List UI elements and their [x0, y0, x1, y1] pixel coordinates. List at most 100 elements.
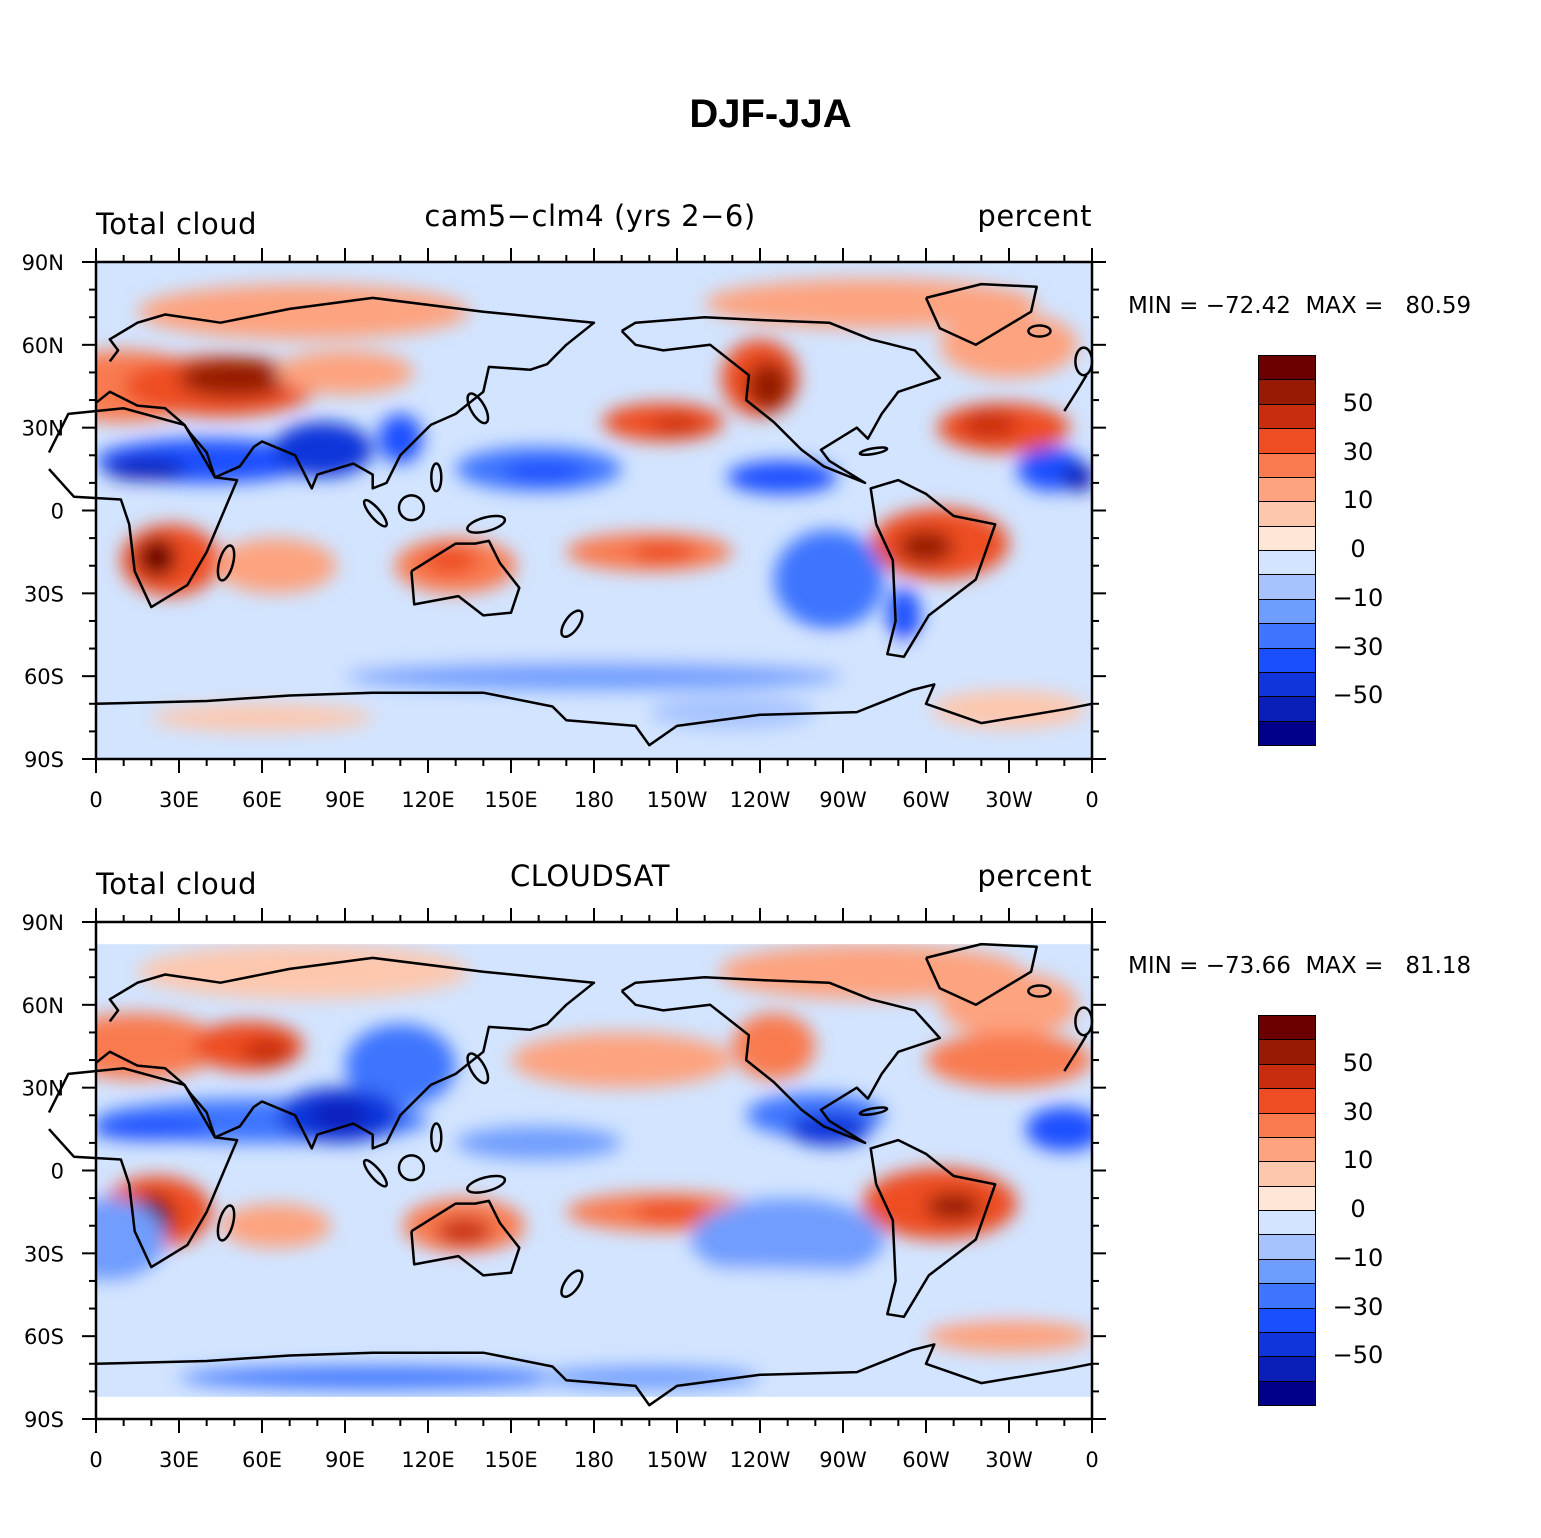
- cloud-anomaly-region: [422, 546, 478, 575]
- cloud-anomaly-region: [378, 413, 423, 464]
- lon-tick-label: 150E: [484, 1448, 537, 1472]
- japan-coastline: [466, 392, 490, 425]
- colorbar-label: −10: [1332, 583, 1384, 612]
- lon-tick-label: 180: [574, 788, 614, 812]
- borneo-coastline: [397, 1154, 426, 1182]
- colorbar-segment: [1258, 1307, 1316, 1333]
- colorbar-label: −50: [1332, 1341, 1384, 1370]
- colorbar-segment: [1258, 696, 1316, 722]
- colorbar-segment: [1258, 671, 1316, 698]
- africa-coastline: [47, 1067, 239, 1269]
- colorbar-segment: [1258, 1283, 1316, 1309]
- cloud-anomaly-region: [746, 361, 791, 412]
- cloud-anomaly-region: [96, 1198, 166, 1281]
- australia-coastline: [410, 539, 521, 617]
- colorbar-label: −30: [1332, 1292, 1384, 1321]
- cloud-field: [96, 944, 1092, 1397]
- colorbar-segment: [1258, 598, 1316, 625]
- lon-tick-label: 60W: [902, 788, 950, 812]
- map-panel-observation: Total cloud CLOUDSAT percent MIN = −73.6…: [0, 855, 1541, 1515]
- panel-dataset-label: cam5−clm4 (yrs 2−6): [424, 199, 756, 233]
- contour-map: 0 30E 60E 90E 120E 150E 180 150W 120W 90W 60W 30W 0 9…: [22, 248, 1106, 812]
- new-guinea-coastline: [466, 514, 507, 534]
- cuba-coastline: [858, 1106, 889, 1117]
- lon-tick-label: 120E: [401, 1448, 454, 1472]
- colorbar-segment: [1258, 1331, 1316, 1358]
- colorbar-segment: [1258, 1234, 1316, 1260]
- panel-dataset-label: CLOUDSAT: [509, 859, 670, 893]
- lat-tick-label: 60S: [24, 665, 64, 689]
- colorbar-segment: [1258, 1258, 1316, 1285]
- colorbar-segment: [1258, 525, 1316, 551]
- lon-tick-label: 150W: [647, 1448, 708, 1472]
- antarctica-coastline: [95, 1343, 1093, 1407]
- cloud-anomaly-region: [898, 529, 954, 563]
- colorbar: [1258, 355, 1316, 746]
- colorbar-label: −50: [1332, 681, 1384, 710]
- eurasia-coastline: [95, 296, 596, 490]
- cloud-anomaly-region: [1061, 463, 1092, 492]
- colorbar-segment: [1258, 501, 1316, 527]
- colorbar-segment: [1258, 1015, 1316, 1041]
- colorbar-segment: [1258, 1210, 1316, 1236]
- colorbar-label: −30: [1332, 632, 1384, 661]
- cloud-anomaly-region: [926, 1319, 1092, 1353]
- lat-tick-label: 30S: [24, 582, 64, 606]
- lat-tick-label: 90S: [24, 748, 64, 772]
- cuba-coastline: [858, 446, 889, 457]
- lat-tick-label: 60S: [24, 1325, 64, 1349]
- cloud-anomaly-region: [455, 1126, 622, 1160]
- cloud-anomaly-region: [220, 1203, 332, 1248]
- borneo-coastline: [397, 494, 426, 522]
- panel-units-label: percent: [977, 859, 1092, 893]
- coastlines: [47, 942, 1094, 1407]
- lon-tick-label: 150E: [484, 788, 537, 812]
- antarctica-coastline: [95, 683, 1093, 747]
- colorbar: [1258, 1015, 1316, 1406]
- cloud-anomaly-region: [961, 411, 1018, 439]
- cloud-anomaly-region: [632, 1200, 711, 1223]
- colorbar-label: 50: [1342, 388, 1374, 417]
- cloud-anomaly-region: [502, 460, 586, 483]
- north-america-coastline: [620, 315, 942, 485]
- cloud-anomaly-region: [649, 695, 816, 729]
- colorbar-segment: [1258, 1356, 1316, 1382]
- lon-tick-label: 90E: [325, 788, 365, 812]
- cloud-anomaly-region: [939, 311, 1079, 378]
- colorbar-segment: [1258, 1380, 1316, 1406]
- colorbar-segment: [1258, 1112, 1316, 1138]
- colorbar-label: 50: [1342, 1048, 1374, 1077]
- lat-tick-label: 0: [51, 1160, 64, 1184]
- cloud-anomaly-region: [151, 703, 373, 732]
- lon-tick-label: 0: [89, 788, 102, 812]
- cloud-anomaly-region: [137, 944, 470, 1000]
- min-max-stats: MIN = −72.42 MAX = 80.59: [1128, 293, 1472, 319]
- cloud-anomaly-region: [96, 1118, 213, 1141]
- panel-field-label: Total cloud: [96, 867, 257, 901]
- cloud-anomaly-region: [538, 1366, 760, 1389]
- cloud-anomaly-region: [96, 640, 1092, 685]
- colorbar-label: 30: [1342, 1097, 1374, 1126]
- colorbar-label: −10: [1332, 1243, 1384, 1272]
- cloud-anomaly-region: [652, 416, 702, 434]
- colorbar-segment: [1258, 1136, 1316, 1163]
- greenland-coastline: [924, 282, 1038, 347]
- colorbar-segment: [1258, 355, 1316, 381]
- cloud-anomaly-region: [511, 1032, 733, 1088]
- cloud-anomaly-region: [718, 944, 1023, 1000]
- colorbar-segment: [1258, 1039, 1316, 1065]
- colorbar-segment: [1258, 574, 1316, 600]
- lon-tick-label: 0: [1085, 788, 1098, 812]
- lon-tick-label: 90W: [819, 788, 867, 812]
- lon-tick-label: 0: [1085, 1448, 1098, 1472]
- lon-tick-label: 180: [574, 1448, 614, 1472]
- colorbar-segment: [1258, 428, 1316, 454]
- lon-tick-label: 60E: [242, 1448, 282, 1472]
- min-max-stats: MIN = −73.66 MAX = 81.18: [1128, 953, 1472, 979]
- lon-tick-label: 150W: [647, 788, 708, 812]
- cloud-anomaly-region: [273, 422, 373, 478]
- lon-tick-label: 60E: [242, 788, 282, 812]
- madagascar-coastline: [216, 1204, 236, 1242]
- africa-coastline: [47, 407, 239, 609]
- cloud-anomaly-region: [104, 458, 188, 481]
